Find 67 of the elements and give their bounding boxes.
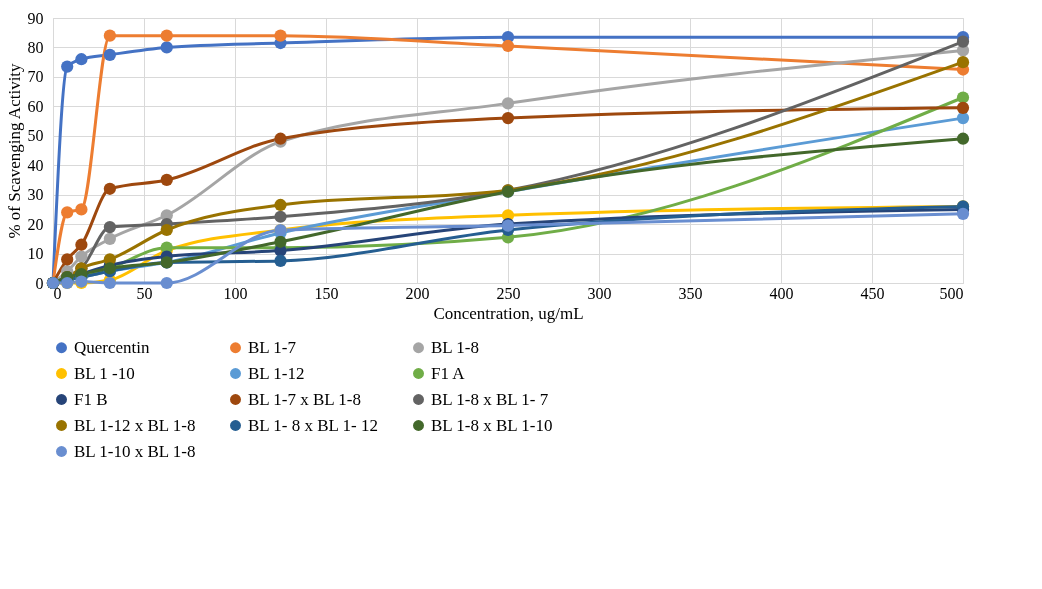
x-tick-label: 500 bbox=[939, 284, 964, 302]
point bbox=[61, 206, 74, 219]
point bbox=[501, 97, 515, 110]
point bbox=[274, 198, 287, 212]
x-tick-label: 350 bbox=[678, 284, 703, 302]
legend-label: BL 1-10 x BL 1-8 bbox=[74, 441, 196, 461]
y-axis-title: % of Scavenging Activity bbox=[4, 62, 24, 239]
point bbox=[75, 203, 88, 216]
legend-label: F1 A bbox=[431, 363, 466, 383]
y-tick-label: 20 bbox=[27, 215, 44, 233]
y-tick-label: 40 bbox=[27, 156, 44, 174]
point bbox=[501, 39, 515, 53]
point bbox=[956, 207, 970, 220]
point bbox=[956, 101, 970, 114]
point bbox=[160, 276, 173, 290]
y-tick-label: 80 bbox=[27, 38, 44, 56]
legend-label: Quercentin bbox=[74, 337, 151, 357]
point bbox=[61, 253, 74, 266]
y-tick-label: 70 bbox=[27, 68, 44, 86]
point bbox=[956, 132, 970, 145]
legend-label: BL 1 -10 bbox=[74, 363, 135, 383]
point bbox=[274, 235, 287, 248]
point bbox=[956, 91, 970, 104]
x-tick-label: 200 bbox=[405, 284, 430, 302]
point bbox=[75, 250, 88, 263]
point bbox=[75, 238, 88, 251]
point bbox=[274, 29, 287, 42]
x-tick-label: 150 bbox=[314, 284, 339, 302]
x-tick-label: 100 bbox=[223, 284, 248, 302]
legend-label: BL 1-8 bbox=[431, 337, 480, 357]
point bbox=[956, 56, 970, 69]
point bbox=[956, 35, 970, 48]
legend-label: BL 1-12 bbox=[248, 363, 305, 383]
legend-label: BL 1-12 x BL 1-8 bbox=[74, 415, 196, 435]
legend-label: BL 1-8 x BL 1-10 bbox=[431, 415, 553, 435]
point bbox=[103, 29, 116, 42]
point bbox=[160, 41, 173, 54]
point bbox=[274, 210, 287, 223]
point bbox=[160, 173, 173, 187]
x-tick-label: 250 bbox=[496, 284, 521, 302]
point bbox=[61, 60, 74, 73]
point bbox=[501, 112, 515, 125]
point bbox=[103, 48, 116, 61]
x-tick-label: 400 bbox=[769, 284, 794, 302]
y-tick-label: 30 bbox=[27, 186, 44, 204]
x-tick-label: 50 bbox=[136, 284, 153, 302]
legend-label: BL 1-8 x BL 1- 7 bbox=[431, 389, 549, 409]
x-tick-label: 0 bbox=[53, 284, 62, 302]
y-tick-label: 10 bbox=[27, 245, 44, 263]
point bbox=[103, 182, 116, 195]
y-tick-label: 60 bbox=[27, 97, 44, 115]
y-tick-label: 90 bbox=[27, 9, 44, 27]
legend-label: BL 1- 8 x BL 1- 12 bbox=[248, 415, 379, 435]
y-tick-label: 50 bbox=[27, 127, 44, 145]
point bbox=[75, 53, 88, 66]
legend-label: F1 B bbox=[74, 389, 108, 409]
x-axis-title: Concentration, ug/mL bbox=[433, 303, 584, 323]
point bbox=[274, 254, 287, 268]
point bbox=[160, 29, 173, 42]
point bbox=[956, 112, 970, 125]
x-tick-label: 300 bbox=[587, 284, 612, 302]
point bbox=[160, 223, 173, 237]
point bbox=[103, 220, 116, 234]
legend-label: BL 1-7 x BL 1-8 bbox=[248, 389, 362, 409]
legend-label: BL 1-7 bbox=[248, 337, 297, 357]
x-tick-label: 450 bbox=[860, 284, 885, 302]
point bbox=[103, 232, 116, 245]
